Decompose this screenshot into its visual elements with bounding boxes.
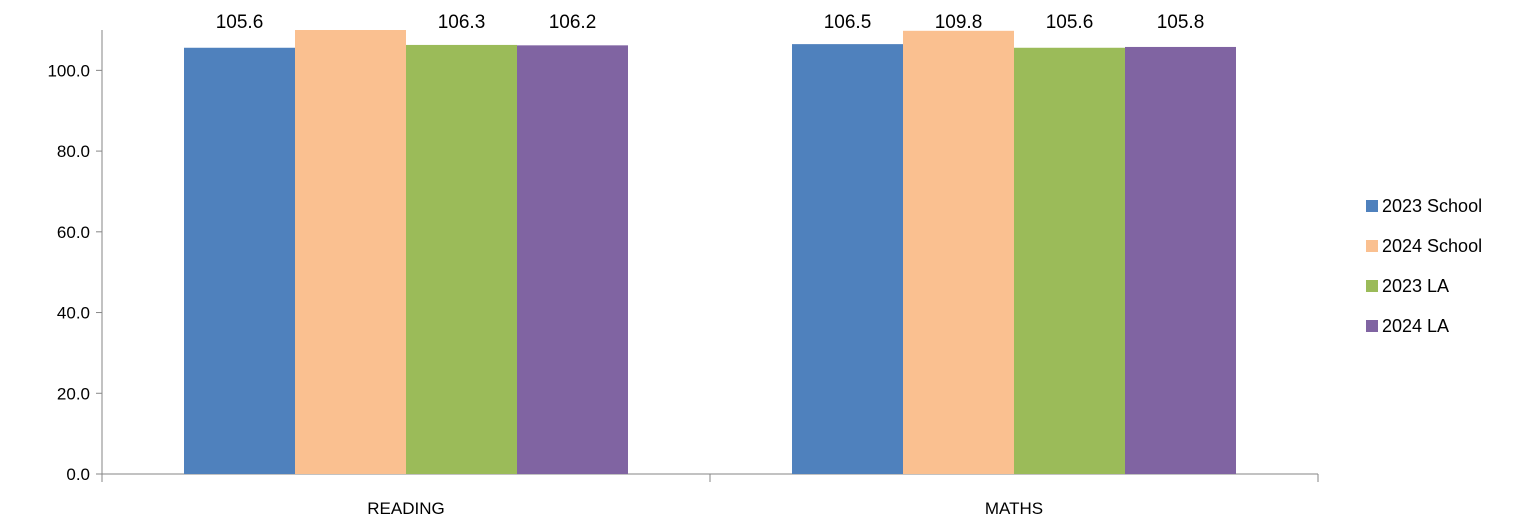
category-label: READING — [367, 499, 444, 518]
y-tick-label: 60.0 — [57, 223, 90, 242]
category-label: MATHS — [985, 499, 1043, 518]
bar — [792, 44, 903, 475]
data-label: 105.8 — [1157, 12, 1205, 33]
legend-label: 2023 School — [1382, 196, 1482, 216]
y-tick-label: 100.0 — [47, 61, 90, 80]
bar — [1125, 46, 1236, 474]
y-tick-label: 40.0 — [57, 304, 90, 323]
bar — [903, 30, 1014, 474]
legend-swatch — [1366, 320, 1378, 332]
data-label: 109.8 — [935, 12, 983, 33]
bar — [295, 30, 406, 474]
legend-label: 2023 LA — [1382, 276, 1449, 296]
bar — [406, 44, 517, 475]
legend-swatch — [1366, 240, 1378, 252]
legend-swatch — [1366, 280, 1378, 292]
legend-label: 2024 LA — [1382, 316, 1449, 336]
bar — [517, 45, 628, 474]
data-label: 105.6 — [1046, 12, 1094, 33]
y-tick-label: 20.0 — [57, 384, 90, 403]
legend-swatch — [1366, 200, 1378, 212]
bar — [1014, 47, 1125, 474]
data-label: 105.6 — [216, 12, 264, 33]
data-label: 106.2 — [549, 12, 597, 33]
data-label: 106.5 — [824, 12, 872, 33]
y-tick-label: 80.0 — [57, 142, 90, 161]
legend-label: 2024 School — [1382, 236, 1482, 256]
data-label: 106.3 — [438, 12, 486, 33]
y-tick-label: 0.0 — [66, 465, 90, 484]
bar — [184, 47, 295, 474]
